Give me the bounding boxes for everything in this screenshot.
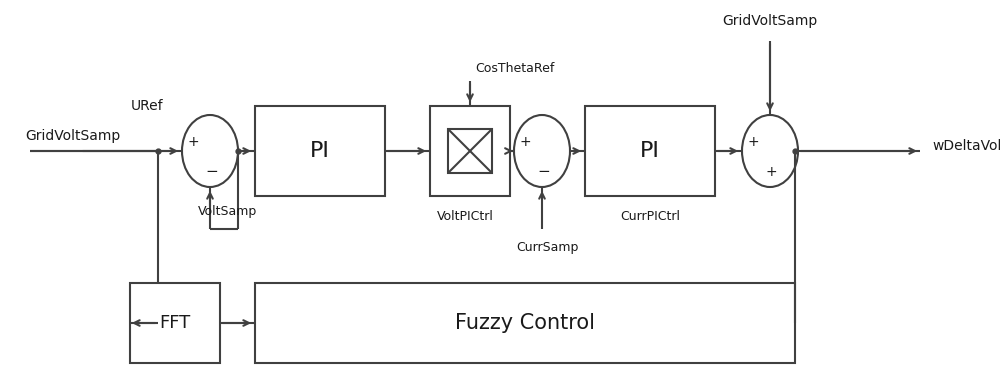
Text: +: + <box>519 135 531 149</box>
Bar <box>255 283 795 363</box>
Text: +: + <box>747 135 759 149</box>
Text: +: + <box>187 135 199 149</box>
Text: −: − <box>205 164 218 179</box>
Text: CurrPICtrl: CurrPICtrl <box>620 210 680 223</box>
Bar <box>585 106 715 196</box>
Bar <box>130 283 220 363</box>
Bar <box>430 106 510 196</box>
Text: URef: URef <box>131 99 163 113</box>
Text: PI: PI <box>310 141 330 161</box>
Text: GridVoltSamp: GridVoltSamp <box>722 14 818 28</box>
Text: VoltSamp: VoltSamp <box>198 205 258 218</box>
Text: PI: PI <box>640 141 660 161</box>
Bar <box>448 129 492 173</box>
Text: GridVoltSamp: GridVoltSamp <box>25 129 120 143</box>
Text: VoltPICtrl: VoltPICtrl <box>437 210 493 223</box>
Text: Fuzzy Control: Fuzzy Control <box>455 313 595 333</box>
Text: CosThetaRef: CosThetaRef <box>475 62 554 75</box>
Text: −: − <box>537 164 550 179</box>
Text: CurrSamp: CurrSamp <box>516 240 578 253</box>
Bar <box>255 106 385 196</box>
Text: +: + <box>766 165 777 179</box>
Text: wDeltaVolt: wDeltaVolt <box>932 139 1000 153</box>
Text: FFT: FFT <box>159 314 191 332</box>
